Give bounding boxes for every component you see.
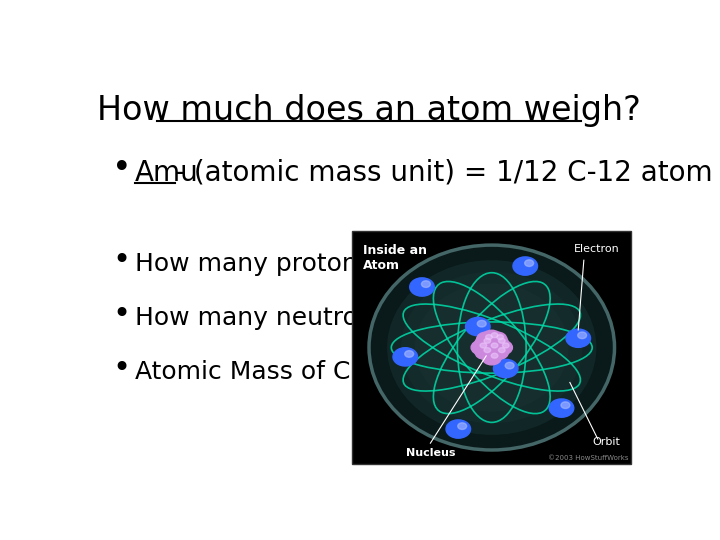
Text: Inside an
Atom: Inside an Atom: [364, 244, 428, 272]
Circle shape: [577, 332, 587, 339]
Circle shape: [525, 260, 534, 266]
Text: •: •: [112, 246, 130, 275]
Circle shape: [485, 335, 492, 340]
Circle shape: [490, 345, 508, 359]
Circle shape: [405, 350, 413, 357]
Circle shape: [475, 336, 494, 350]
Text: Nucleus: Nucleus: [405, 448, 455, 458]
Ellipse shape: [387, 260, 596, 435]
Text: Atomic Mass of C?: Atomic Mass of C?: [135, 361, 364, 384]
Circle shape: [484, 339, 490, 343]
Circle shape: [513, 257, 538, 275]
Ellipse shape: [369, 245, 615, 450]
Text: - (atomic mass unit) = 1/12 C-12 atom: - (atomic mass unit) = 1/12 C-12 atom: [175, 159, 713, 187]
Circle shape: [482, 350, 501, 365]
Text: How many protons in C?: How many protons in C?: [135, 252, 440, 276]
Circle shape: [482, 341, 501, 355]
Circle shape: [393, 348, 418, 366]
Circle shape: [498, 348, 505, 353]
Circle shape: [493, 359, 518, 377]
Circle shape: [493, 341, 513, 355]
Circle shape: [566, 329, 590, 347]
Circle shape: [480, 343, 487, 348]
Circle shape: [561, 402, 570, 408]
Text: •: •: [112, 152, 132, 185]
Circle shape: [491, 353, 498, 358]
Circle shape: [410, 278, 434, 296]
Circle shape: [475, 345, 494, 359]
Text: •: •: [112, 300, 130, 329]
FancyBboxPatch shape: [352, 231, 631, 464]
Circle shape: [549, 399, 574, 417]
Ellipse shape: [401, 272, 582, 423]
Text: How much does an atom weigh?: How much does an atom weigh?: [97, 94, 641, 127]
Text: How many neutrons in C?: How many neutrons in C?: [135, 306, 456, 330]
Circle shape: [498, 339, 505, 343]
Circle shape: [484, 348, 490, 353]
Circle shape: [466, 318, 490, 336]
Text: •: •: [112, 354, 130, 383]
Circle shape: [477, 320, 486, 327]
Circle shape: [471, 341, 490, 355]
Circle shape: [477, 332, 495, 346]
Circle shape: [490, 336, 508, 350]
Circle shape: [503, 343, 509, 348]
Circle shape: [446, 420, 471, 438]
Circle shape: [482, 330, 501, 345]
Circle shape: [488, 332, 507, 346]
Text: Orbit: Orbit: [593, 437, 620, 447]
Circle shape: [491, 343, 498, 348]
Ellipse shape: [415, 284, 569, 411]
Circle shape: [491, 333, 498, 338]
Circle shape: [458, 423, 467, 429]
Text: ©2003 HowStuffWorks: ©2003 HowStuffWorks: [548, 455, 629, 461]
Text: Amu: Amu: [135, 159, 199, 187]
Circle shape: [505, 362, 514, 369]
Circle shape: [497, 335, 503, 340]
Circle shape: [421, 281, 431, 287]
Text: Electron: Electron: [575, 244, 620, 254]
